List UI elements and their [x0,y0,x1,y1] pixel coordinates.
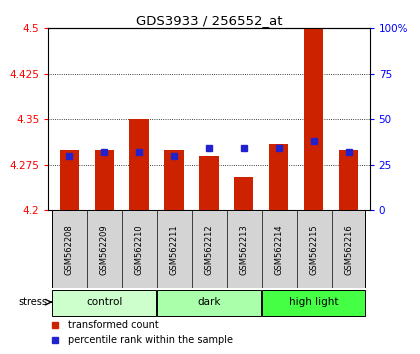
Bar [339,150,358,210]
Text: GSM562208: GSM562208 [65,224,74,275]
Text: stress: stress [18,297,47,307]
Text: percentile rank within the sample: percentile rank within the sample [68,336,233,346]
Text: GSM562213: GSM562213 [239,224,248,275]
Bar [94,150,114,210]
Bar [269,144,289,210]
Text: GSM562210: GSM562210 [134,224,144,275]
Bar [129,119,149,210]
FancyBboxPatch shape [157,290,261,316]
Text: high light: high light [289,297,339,307]
Text: GSM562209: GSM562209 [100,224,109,275]
Bar [200,156,218,210]
Bar [304,28,323,210]
Text: GSM562212: GSM562212 [205,224,213,275]
Text: control: control [86,297,122,307]
FancyBboxPatch shape [52,210,365,289]
Bar [164,150,184,210]
Text: GSM562215: GSM562215 [309,224,318,275]
Title: GDS3933 / 256552_at: GDS3933 / 256552_at [136,14,282,27]
Bar [234,177,254,210]
Text: dark: dark [197,297,220,307]
Bar [60,150,79,210]
Text: transformed count: transformed count [68,320,158,330]
Text: GSM562211: GSM562211 [170,224,178,275]
Text: GSM562216: GSM562216 [344,224,353,275]
FancyBboxPatch shape [52,290,156,316]
Text: GSM562214: GSM562214 [274,224,284,275]
FancyBboxPatch shape [262,290,365,316]
